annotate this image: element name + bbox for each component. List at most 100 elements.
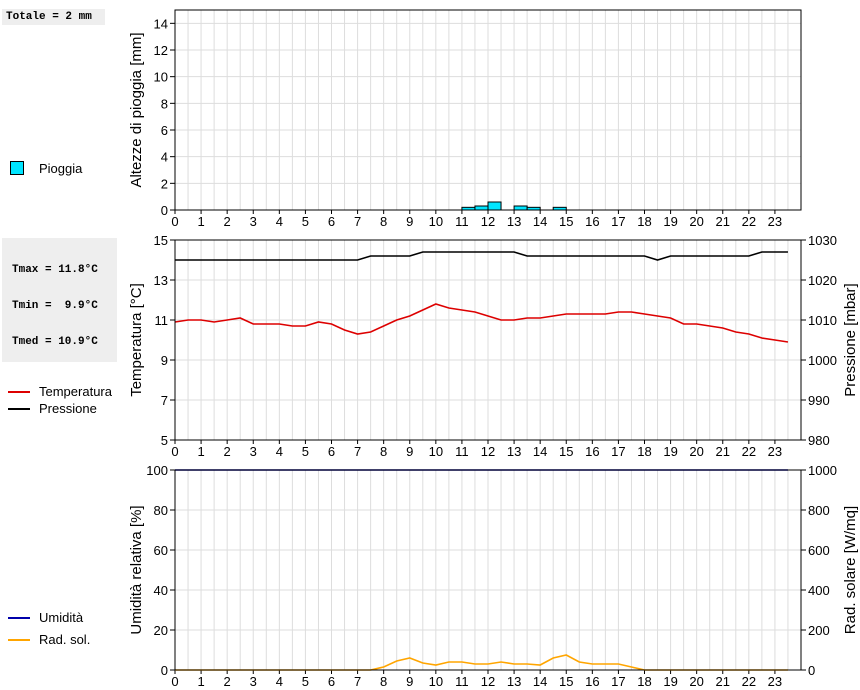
temperature-stats: Tmax = 11.8°C Tmin = 9.9°C Tmed = 10.9°C [2, 238, 117, 362]
x-tick-label: 16 [585, 214, 599, 229]
x-tick-label: 18 [637, 214, 651, 229]
y-tick-label: 13 [154, 273, 168, 288]
x-tick-label: 4 [276, 444, 283, 459]
plot-frame [174, 9, 802, 211]
y2-axis-label: Pressione [mbar] [842, 283, 859, 396]
x-tick-label: 6 [328, 674, 335, 689]
rain-total-summary: Totale = 2 mm [2, 9, 105, 25]
x-tick-label: 7 [354, 674, 361, 689]
x-tick-label: 4 [276, 214, 283, 229]
radiation-line [175, 654, 788, 671]
x-tick-label: 7 [354, 214, 361, 229]
y-tick-label: 0 [161, 663, 168, 678]
x-tick-label: 15 [559, 214, 573, 229]
radiation-legend-label: Rad. sol. [39, 632, 91, 647]
x-tick-label: 23 [768, 674, 782, 689]
x-tick-label: 8 [380, 214, 387, 229]
x-tick-label: 23 [768, 214, 782, 229]
y2-tick-label: 400 [808, 583, 830, 598]
x-tick-label: 22 [742, 214, 756, 229]
x-tick-label: 0 [171, 444, 178, 459]
x-tick-label: 13 [507, 674, 521, 689]
plot-frame [174, 239, 802, 441]
y-tick-label: 7 [161, 393, 168, 408]
x-tick-label: 12 [481, 674, 495, 689]
x-tick-label: 14 [533, 444, 547, 459]
x-tick-label: 13 [507, 214, 521, 229]
x-tick-label: 1 [197, 214, 204, 229]
x-tick-label: 1 [197, 444, 204, 459]
x-tick-label: 20 [689, 214, 703, 229]
y2-tick-label: 800 [808, 503, 830, 518]
y-tick-label: 6 [161, 123, 168, 138]
y-tick-label: 0 [161, 203, 168, 218]
x-tick-label: 19 [663, 444, 677, 459]
rain-bar [513, 205, 528, 211]
x-tick-label: 17 [611, 214, 625, 229]
x-tick-label: 9 [406, 214, 413, 229]
x-tick-label: 20 [689, 674, 703, 689]
y2-tick-label: 1000 [808, 463, 837, 478]
tmax-stat: Tmax = 11.8°C [12, 264, 98, 276]
x-tick-label: 20 [689, 444, 703, 459]
x-tick-label: 3 [250, 214, 257, 229]
temperature-line [174, 303, 789, 343]
y-axis-label: Temperatura [°C] [128, 283, 145, 397]
x-tick-label: 12 [481, 444, 495, 459]
y-tick-label: 8 [161, 96, 168, 111]
y2-axis-label: Rad. solare [W/mq] [842, 506, 859, 634]
y-tick-label: 14 [154, 16, 168, 31]
rain-legend-swatch [10, 161, 24, 175]
x-tick-label: 8 [380, 444, 387, 459]
x-tick-label: 9 [406, 674, 413, 689]
temperature-legend-label: Temperatura [39, 384, 112, 399]
x-tick-label: 17 [611, 674, 625, 689]
x-tick-label: 2 [224, 674, 231, 689]
tmin-stat: Tmin = 9.9°C [12, 300, 98, 312]
y-tick-label: 80 [154, 503, 168, 518]
x-tick-label: 21 [716, 214, 730, 229]
x-tick-label: 5 [302, 674, 309, 689]
pressure-line [175, 251, 788, 261]
humidity-legend-label: Umidità [39, 610, 84, 625]
x-tick-label: 16 [585, 444, 599, 459]
x-tick-label: 10 [429, 444, 443, 459]
y2-tick-label: 0 [808, 663, 815, 678]
x-tick-label: 22 [742, 444, 756, 459]
x-tick-label: 14 [533, 214, 547, 229]
x-tick-label: 23 [768, 444, 782, 459]
x-tick-label: 10 [429, 674, 443, 689]
x-tick-label: 1 [197, 674, 204, 689]
rain-bar [474, 205, 489, 211]
x-tick-label: 4 [276, 674, 283, 689]
y-tick-label: 15 [154, 233, 168, 248]
x-tick-label: 10 [429, 214, 443, 229]
x-tick-label: 6 [328, 444, 335, 459]
x-tick-label: 3 [250, 444, 257, 459]
radiation-legend-swatch [8, 639, 30, 641]
plot-frame [174, 469, 802, 671]
x-tick-label: 19 [663, 674, 677, 689]
y2-tick-label: 200 [808, 623, 830, 638]
y-tick-label: 20 [154, 623, 168, 638]
x-tick-label: 21 [716, 674, 730, 689]
pressure-legend-swatch [8, 408, 30, 410]
y-tick-label: 10 [154, 70, 168, 85]
y2-tick-label: 980 [808, 433, 830, 448]
y-tick-label: 60 [154, 543, 168, 558]
y-axis-label: Altezze di pioggia [mm] [128, 32, 145, 187]
x-tick-label: 5 [302, 444, 309, 459]
y-tick-label: 4 [161, 150, 168, 165]
rain-legend-label: Pioggia [39, 161, 83, 176]
y2-tick-label: 990 [808, 393, 830, 408]
y-tick-label: 5 [161, 433, 168, 448]
x-tick-label: 8 [380, 674, 387, 689]
y2-tick-label: 600 [808, 543, 830, 558]
temperature-legend-swatch [8, 391, 30, 393]
x-tick-label: 12 [481, 214, 495, 229]
x-tick-label: 15 [559, 674, 573, 689]
x-tick-label: 3 [250, 674, 257, 689]
y-tick-label: 11 [155, 313, 169, 328]
y-tick-label: 9 [161, 353, 168, 368]
